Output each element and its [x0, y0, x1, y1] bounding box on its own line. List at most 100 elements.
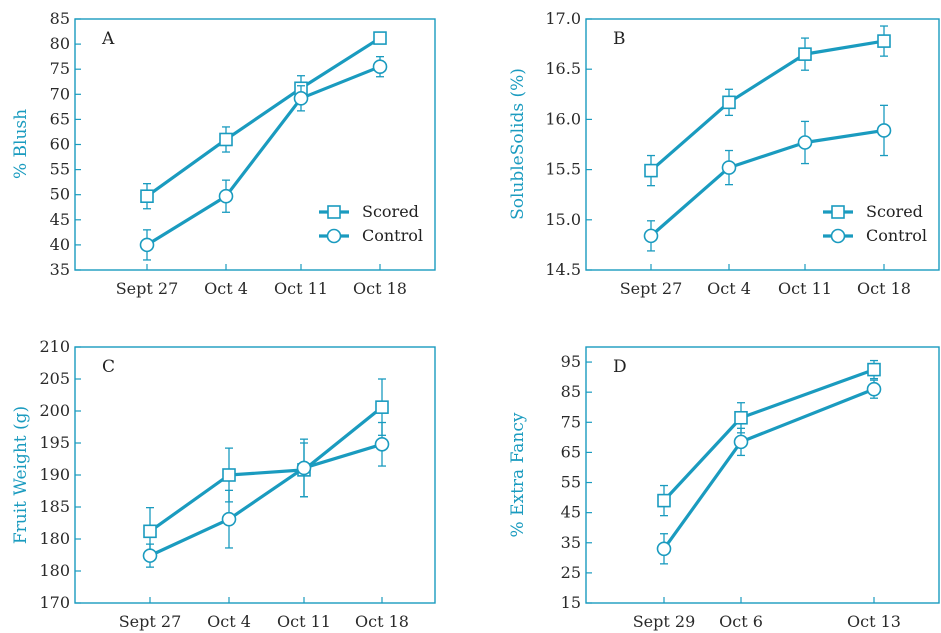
y-tick-label: 40 [50, 235, 70, 254]
series-line [662, 368, 875, 502]
data-point [293, 91, 309, 106]
y-tick-label: 65 [50, 109, 70, 128]
y-tick-label: 16.5 [545, 59, 581, 78]
series-line [146, 36, 381, 198]
y-tick-label: 95 [561, 352, 581, 371]
panel-a: 35 40 45 50 55 60 65 70 75 80 85 Sept 27 Oct 4 Oct 11… [11, 9, 436, 298]
data-point [373, 31, 387, 45]
series-line [149, 405, 384, 533]
data-point [644, 163, 658, 178]
x-tick-label: Oct 4 [204, 279, 248, 298]
x-tick-label: Oct 18 [857, 279, 911, 298]
legend-item-scored: Scored [823, 202, 923, 221]
series-scored [143, 378, 389, 556]
data-point [143, 524, 157, 539]
data-point [296, 460, 312, 476]
data-point [218, 188, 234, 204]
data-point [877, 34, 891, 48]
y-tick-label: 17.0 [545, 9, 581, 28]
y-axis-label: % Extra Fancy [508, 412, 528, 537]
data-point [221, 511, 237, 527]
plot-frame [74, 346, 436, 604]
series-line [146, 65, 381, 247]
y-tick-label: 14.5 [545, 260, 581, 279]
series-scored [140, 31, 387, 210]
data-point [374, 436, 390, 452]
x-tick-label: Oct 4 [207, 612, 251, 631]
y-tick-label: 190 [39, 465, 70, 484]
data-point [867, 362, 881, 377]
y-tick-label: 85 [561, 382, 581, 401]
panel-letter: C [102, 357, 115, 377]
x-tick-label: Oct 4 [707, 279, 751, 298]
y-tick-label: 45 [50, 210, 70, 229]
legend-label: Control [362, 226, 423, 245]
data-point [798, 47, 812, 61]
x-tick-label: Sept 27 [620, 279, 683, 298]
y-tick-label: 185 [39, 497, 70, 516]
y-tick-label: 180 [39, 529, 70, 548]
plot-frame [585, 346, 940, 604]
legend-marker [830, 228, 846, 244]
x-tick-label: Oct 11 [274, 279, 328, 298]
x-tick-label: Sept 29 [633, 612, 696, 631]
y-tick-label: 50 [50, 185, 70, 204]
x-tick-label: Oct 18 [355, 612, 409, 631]
data-point [734, 410, 748, 425]
y-axis-label: SolubleSolids (%) [508, 68, 528, 220]
y-tick-label: 170 [39, 593, 70, 612]
y-tick-label: 35 [50, 260, 70, 279]
panel-d: 15 25 35 45 55 65 75 85 95 Sept 29 Oct 6 Oct 13 % Ex… [508, 346, 940, 631]
data-point [219, 132, 233, 147]
data-point [721, 160, 737, 175]
y-tick-label: 80 [50, 34, 70, 53]
legend: Scored Control [823, 202, 927, 245]
x-tick-label: Oct 11 [277, 612, 331, 631]
series-control [643, 104, 892, 252]
y-tick-label: 75 [561, 412, 581, 431]
legend: Scored Control [319, 202, 423, 245]
data-point [142, 548, 158, 563]
x-tick-label: Oct 11 [778, 279, 832, 298]
x-tick-label: Oct 6 [719, 612, 763, 631]
panel-b: 14.5 15.0 15.5 16.0 16.5 17.0 Sept 27 Oct 4 Oct … [508, 9, 940, 298]
data-point [140, 189, 154, 204]
y-tick-label: 195 [39, 433, 70, 452]
data-point [866, 381, 882, 397]
y-tick-label: 15 [561, 593, 581, 612]
data-point [372, 59, 388, 74]
plot-frame [585, 18, 940, 271]
y-tick-label: 15.0 [545, 210, 581, 229]
series-scored [644, 25, 891, 187]
y-tick-label: 200 [39, 401, 70, 420]
panel-letter: A [101, 29, 115, 49]
y-tick-label: 180 [39, 561, 70, 580]
series-line [149, 442, 383, 558]
legend-label: Control [866, 226, 927, 245]
data-point [733, 434, 749, 450]
y-tick-label: 35 [561, 533, 581, 552]
y-tick-label: 75 [50, 59, 70, 78]
data-point [222, 468, 236, 482]
x-tick-label: Oct 13 [847, 612, 901, 631]
data-point [375, 400, 389, 414]
legend-marker [327, 205, 341, 219]
series-control [656, 379, 882, 565]
y-tick-label: 55 [50, 160, 70, 179]
y-tick-label: 16.0 [545, 109, 581, 128]
data-point [722, 95, 736, 110]
y-tick-label: 25 [561, 563, 581, 582]
y-tick-label: 210 [39, 337, 70, 356]
legend-item-control: Control [319, 226, 423, 245]
y-tick-label: 15.5 [545, 160, 581, 179]
legend-label: Scored [362, 202, 419, 221]
y-tick-label: 85 [50, 9, 70, 28]
legend-item-scored: Scored [319, 202, 419, 221]
y-tick-label: 70 [50, 84, 70, 103]
series-scored [657, 359, 881, 517]
y-tick-label: 45 [561, 503, 581, 522]
y-tick-label: 55 [561, 473, 581, 492]
data-point [876, 123, 892, 138]
x-tick-label: Sept 27 [116, 279, 179, 298]
